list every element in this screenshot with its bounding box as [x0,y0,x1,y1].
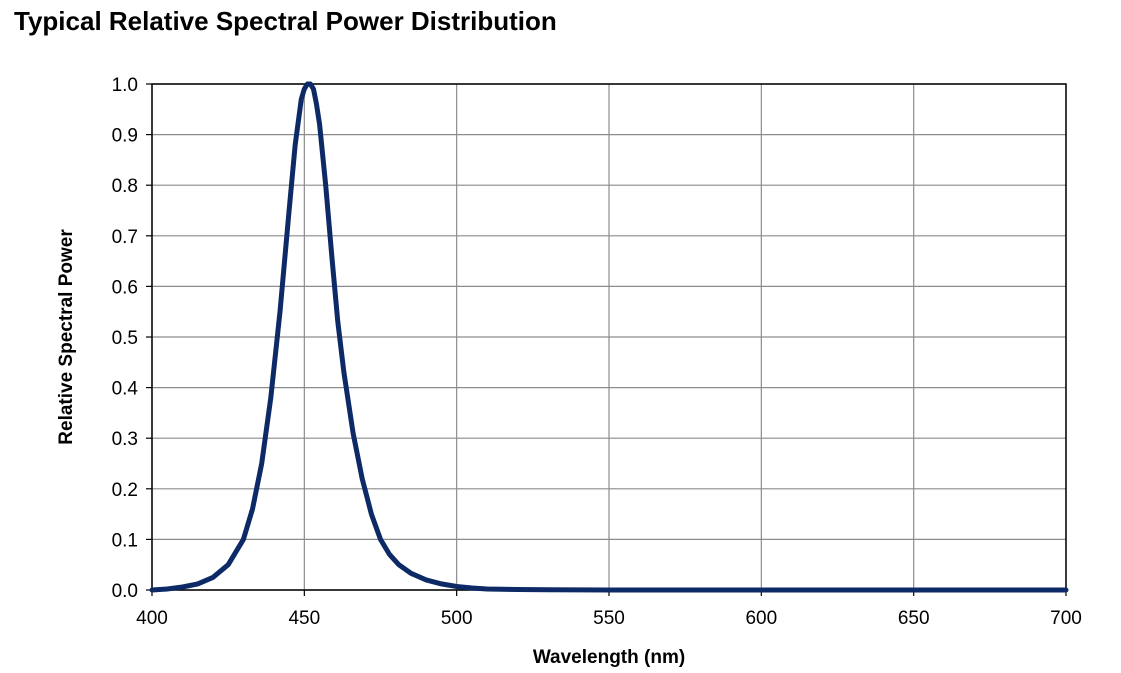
y-axis-label: Relative Spectral Power [56,229,77,445]
y-tick-label: 0.8 [112,176,138,197]
y-tick-label: 0.7 [112,227,138,248]
x-tick-label: 700 [1050,608,1082,629]
x-axis-label: Wavelength (nm) [533,647,685,668]
y-tick-label: 0.6 [112,277,138,298]
y-tick-label: 1.0 [112,75,138,96]
y-tick-label: 0.5 [112,328,138,349]
spectral-power-curve [149,81,1069,593]
x-tick-label: 500 [441,608,473,629]
y-tick-label: 0.4 [112,379,139,400]
x-tick-label: 550 [593,608,625,629]
x-tick-label: 450 [288,608,320,629]
y-tick-label: 0.2 [112,480,138,501]
chart-title: Typical Relative Spectral Power Distribu… [14,6,557,36]
y-tick-labels: 0.0 0.1 0.2 0.3 0.4 0.5 0.6 0.7 0.8 0.9 1.0 [112,75,139,602]
x-tick-label: 400 [136,608,168,629]
x-tick-label: 650 [898,608,930,629]
y-tick-label: 0.3 [112,429,138,450]
grid-lines [146,83,1067,596]
y-tick-label: 0.1 [112,530,138,551]
x-tick-label: 600 [745,608,777,629]
x-tick-labels: 400 450 500 550 600 650 700 [136,608,1082,629]
y-tick-label: 0.0 [112,581,138,602]
y-tick-label: 0.9 [112,126,138,147]
